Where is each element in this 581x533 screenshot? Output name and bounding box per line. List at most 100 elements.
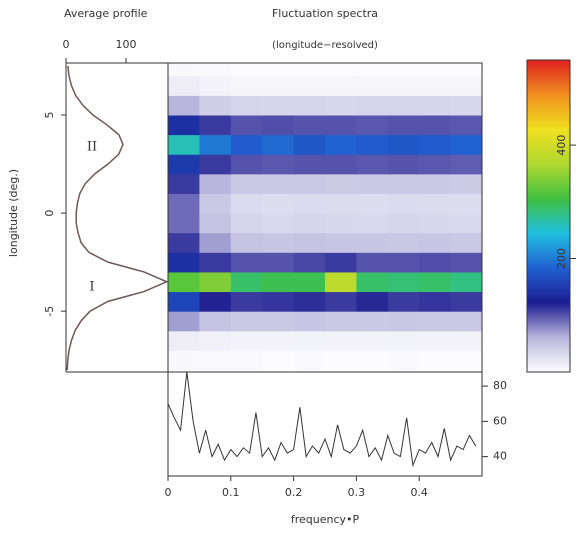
heatmap-cell xyxy=(293,330,326,351)
heatmap-cell xyxy=(387,271,420,293)
heatmap-cell xyxy=(293,252,326,273)
y-tick-label: 5 xyxy=(43,111,56,118)
heatmap-cell xyxy=(325,232,357,253)
heatmap-cell xyxy=(450,95,482,116)
heatmap-cell xyxy=(356,330,389,351)
profile-line xyxy=(66,65,169,371)
heatmap-cell xyxy=(419,350,452,371)
heatmap-cell xyxy=(450,213,482,234)
heatmap-cell xyxy=(450,63,482,77)
colorbar-tick-label: 200 xyxy=(555,248,568,269)
y-tick-label: 80 xyxy=(493,379,507,392)
heatmap-cell xyxy=(450,252,482,273)
heatmap-cell xyxy=(325,291,357,312)
heatmap-cell xyxy=(419,95,452,116)
heatmap-cell xyxy=(199,154,232,175)
heatmap-cell xyxy=(168,271,200,293)
heatmap-cell xyxy=(419,63,452,77)
heatmap-cell xyxy=(387,193,420,214)
heatmap-cell xyxy=(262,134,295,155)
x-tick-label: 0.2 xyxy=(285,486,303,499)
heatmap xyxy=(168,63,482,371)
heatmap-cell xyxy=(168,350,200,371)
heatmap-cell xyxy=(450,173,482,194)
y-tick-label: 0 xyxy=(43,210,56,217)
heatmap-cell xyxy=(419,213,452,234)
heatmap-cell xyxy=(262,232,295,253)
heatmap-cell xyxy=(325,350,357,371)
heatmap-cell xyxy=(230,232,263,253)
heatmap-cell xyxy=(356,213,389,234)
heatmap-cell xyxy=(356,271,389,293)
heatmap-cell xyxy=(387,252,420,273)
heatmap-cell xyxy=(325,252,357,273)
heatmap-cell xyxy=(325,114,357,136)
heatmap-cell xyxy=(293,173,326,194)
heatmap-cell xyxy=(230,330,263,351)
annotation: I xyxy=(89,280,94,295)
heatmap-cell xyxy=(199,75,232,96)
heatmap-cell xyxy=(168,95,200,116)
colorbar-tick-label: 400 xyxy=(555,135,568,156)
heatmap-cell xyxy=(230,213,263,234)
heatmap-cell xyxy=(230,114,263,136)
x-tick-label: 100 xyxy=(116,38,137,51)
heatmap-cell xyxy=(387,173,420,194)
heatmap-cell xyxy=(325,134,357,155)
heatmap-cell xyxy=(450,330,482,351)
x-tick-label: 0.4 xyxy=(410,486,428,499)
heatmap-cell xyxy=(419,252,452,273)
spectrum-frame xyxy=(167,371,483,477)
heatmap-cell xyxy=(168,252,200,273)
heatmap-cell xyxy=(387,232,420,253)
heatmap-cell xyxy=(387,291,420,312)
heatmap-cell xyxy=(199,63,232,77)
heatmap-cell xyxy=(387,95,420,116)
heatmap-cell xyxy=(293,134,326,155)
colorbar xyxy=(526,59,571,373)
heatmap-cell xyxy=(168,75,200,96)
heatmap-cell xyxy=(262,193,295,214)
heatmap-cell xyxy=(450,311,482,332)
heatmap-cell xyxy=(199,232,232,253)
heatmap-cell xyxy=(356,95,389,116)
heatmap-cell xyxy=(450,75,482,96)
heatmap-cell xyxy=(293,350,326,371)
heatmap-cell xyxy=(356,252,389,273)
heatmap-cell xyxy=(199,330,232,351)
y-tick-label: 60 xyxy=(493,414,507,427)
heatmap-cell xyxy=(419,193,452,214)
heatmap-cell xyxy=(262,75,295,96)
heatmap-cell xyxy=(199,114,232,136)
heatmap-cell xyxy=(419,173,452,194)
heatmap-cell xyxy=(293,193,326,214)
heatmap-cell xyxy=(450,134,482,155)
heatmap-cell xyxy=(168,330,200,351)
heatmap-cell xyxy=(419,291,452,312)
heatmap-cell xyxy=(293,232,326,253)
heatmap-cell xyxy=(356,291,389,312)
heatmap-cell xyxy=(168,311,200,332)
heatmap-cell xyxy=(293,63,326,77)
heatmap-cell xyxy=(450,271,482,293)
heatmap-cell xyxy=(230,95,263,116)
heatmap-cell xyxy=(356,63,389,77)
heatmap-cell xyxy=(387,154,420,175)
heatmap-cell xyxy=(419,114,452,136)
heatmap-cell xyxy=(262,271,295,293)
heatmap-cell xyxy=(262,154,295,175)
heatmap-cell xyxy=(387,114,420,136)
heatmap-cell xyxy=(199,134,232,155)
annotation: II xyxy=(87,140,97,155)
heatmap-cell xyxy=(199,291,232,312)
heatmap-cell xyxy=(325,63,357,77)
heatmap-cell xyxy=(387,63,420,77)
heatmap-cell xyxy=(450,350,482,371)
heatmap-cell xyxy=(230,193,263,214)
heatmap-cell xyxy=(199,311,232,332)
heatmap-cell xyxy=(199,271,232,293)
spectra-subtitle: (longitude−resolved) xyxy=(272,40,378,51)
heatmap-cell xyxy=(419,330,452,351)
x-tick-label: 0 xyxy=(165,486,172,499)
